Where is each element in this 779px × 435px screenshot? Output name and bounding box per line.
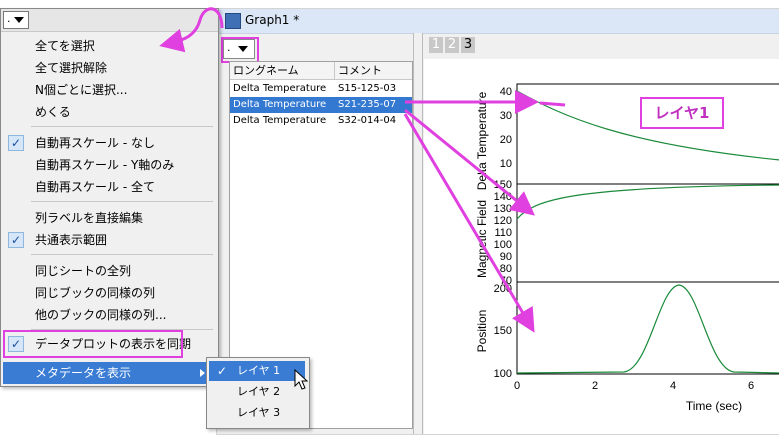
menu-item-other-book-cols[interactable]: 他のブックの同様の列...	[35, 308, 167, 322]
graph-app-icon	[225, 13, 241, 29]
menu-separator	[31, 126, 213, 127]
menu-item-select-every-n[interactable]: N個ごとに選択...	[35, 83, 128, 97]
menu-dropdown[interactable]: .	[3, 11, 29, 29]
chevron-down-icon	[14, 17, 24, 23]
dropdown-text: .	[227, 41, 231, 54]
row-long-name: Delta Temperature	[233, 83, 327, 94]
menu-item-edit-labels[interactable]: 列ラベルを直接編集	[35, 211, 144, 225]
submenu-arrow-icon	[200, 369, 205, 377]
dropdown-text: .	[7, 12, 11, 25]
column-header-long-name[interactable]: ロングネーム	[230, 62, 335, 80]
ylabel-middle: Magnetic Field	[475, 200, 489, 278]
metadata-submenu: ✓ レイヤ 1 レイヤ 2 レイヤ 3	[206, 357, 310, 429]
checkmark-icon: ✓	[8, 336, 24, 352]
row-long-name: Delta Temperature	[233, 115, 327, 126]
xtick: 0	[514, 380, 520, 392]
menu-item-label: メタデータを表示	[35, 366, 132, 380]
window-title: Graph1 *	[245, 13, 300, 27]
menu-item-common-range[interactable]: 共通表示範囲	[35, 233, 108, 247]
menu-separator	[31, 201, 213, 202]
menu-item-rescale-y[interactable]: 自動再スケール - Y軸のみ	[35, 158, 175, 172]
layer-tab-3[interactable]: 3	[461, 37, 475, 53]
menu-item-deselect-all[interactable]: 全て選択解除	[35, 61, 108, 75]
ytick-middle: 150	[494, 179, 512, 191]
list-row[interactable]: Delta Temperature S15-125-03	[230, 81, 412, 97]
checkmark-icon: ✓	[215, 364, 229, 378]
sync-item-highlight	[3, 330, 183, 358]
ylabel-top: Delta Temperature	[475, 91, 489, 190]
menu-item-rescale-none[interactable]: 自動再スケール - なし	[35, 136, 155, 150]
ytick-top: 20	[500, 134, 512, 146]
column-header-comment[interactable]: コメント	[335, 62, 412, 80]
title-bar[interactable]: Graph1 *	[217, 9, 779, 34]
list-row-selected[interactable]: Delta Temperature S21-235-07	[230, 97, 412, 113]
ytick-top: 30	[500, 110, 512, 122]
layer-callout: レイヤ1	[640, 97, 724, 129]
checkmark-icon: ✓	[8, 135, 24, 151]
checkmark-icon: ✓	[8, 232, 24, 248]
submenu-item-layer-2[interactable]: レイヤ 2	[237, 385, 281, 398]
menu-separator	[31, 254, 213, 255]
ytick-bottom: 150	[494, 325, 512, 337]
list-row[interactable]: Delta Temperature S32-014-04	[230, 113, 412, 129]
menu-item-sync-plot[interactable]: データプロットの表示を同期	[35, 337, 192, 351]
arrow-to-layer-2	[404, 108, 535, 216]
row-comment: S32-014-04	[338, 115, 397, 126]
row-long-name: Delta Temperature	[233, 99, 327, 110]
menu-item-select-all[interactable]: 全てを選択	[35, 39, 95, 53]
panel-splitter[interactable]	[413, 33, 423, 434]
ytick-middle: 80	[500, 263, 512, 275]
row-comment: S21-235-07	[338, 99, 397, 110]
ytick-middle: 100	[494, 239, 512, 251]
ytick-middle: 130	[494, 203, 512, 215]
xtick: 6	[748, 380, 754, 392]
ytick-top: 10	[500, 158, 512, 170]
arrow-to-layer-3	[403, 113, 535, 333]
submenu-item-layer-1[interactable]: レイヤ 1	[237, 364, 281, 377]
xlabel: Time (sec)	[686, 399, 742, 413]
xtick: 2	[592, 380, 598, 392]
arrow-dropdown-to-menu	[159, 7, 224, 53]
layer-tab-1[interactable]: 1	[429, 37, 443, 53]
ytick-middle: 110	[494, 227, 512, 239]
submenu-item-highlight	[209, 361, 305, 381]
menu-separator	[31, 329, 213, 330]
menu-item-show-metadata[interactable]: メタデータを表示	[3, 362, 213, 384]
submenu-item-layer-3[interactable]: レイヤ 3	[237, 406, 281, 419]
ytick-middle: 90	[500, 251, 512, 263]
layer-tab-2[interactable]: 2	[445, 37, 459, 53]
xtick: 4	[670, 380, 676, 392]
ylabel-bottom: Position	[475, 310, 489, 353]
curve-position	[516, 284, 779, 374]
menu-item-flip[interactable]: めくる	[35, 105, 71, 119]
menu-topbar	[1, 9, 218, 32]
mouse-cursor-icon	[294, 368, 309, 390]
ytick-top: 40	[500, 86, 512, 98]
data-list-dropdown[interactable]: .	[223, 39, 255, 59]
menu-item-same-sheet-all[interactable]: 同じシートの全列	[35, 264, 132, 278]
arrow-callout-link	[539, 101, 566, 107]
ytick-middle: 120	[494, 215, 512, 227]
chevron-down-icon	[238, 46, 248, 52]
row-comment: S15-125-03	[338, 83, 397, 94]
context-menu: . 全てを選択 全て選択解除 N個ごとに選択... めくる ✓ 自動再スケール …	[0, 8, 219, 387]
menu-item-same-book-cols[interactable]: 同じブックの同様の列	[35, 286, 156, 300]
menu-item-rescale-all[interactable]: 自動再スケール - 全て	[35, 180, 155, 194]
ytick-bottom: 100	[494, 368, 512, 380]
